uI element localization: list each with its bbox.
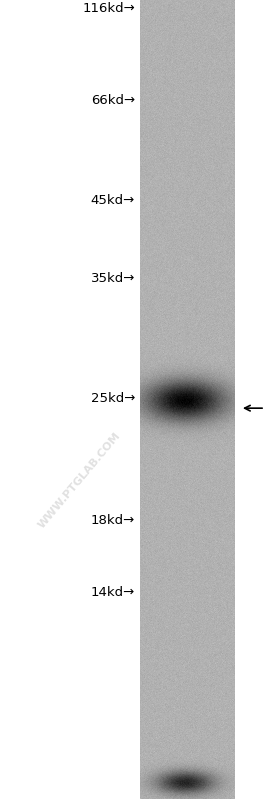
Text: 66kd→: 66kd→	[91, 93, 135, 107]
Text: 18kd→: 18kd→	[91, 514, 135, 527]
Text: WWW.PTGLAB.COM: WWW.PTGLAB.COM	[37, 430, 123, 530]
Text: 25kd→: 25kd→	[91, 392, 135, 404]
Text: 35kd→: 35kd→	[91, 272, 135, 284]
Text: 14kd→: 14kd→	[91, 586, 135, 598]
Text: 45kd→: 45kd→	[91, 193, 135, 207]
Text: 116kd→: 116kd→	[82, 2, 135, 15]
